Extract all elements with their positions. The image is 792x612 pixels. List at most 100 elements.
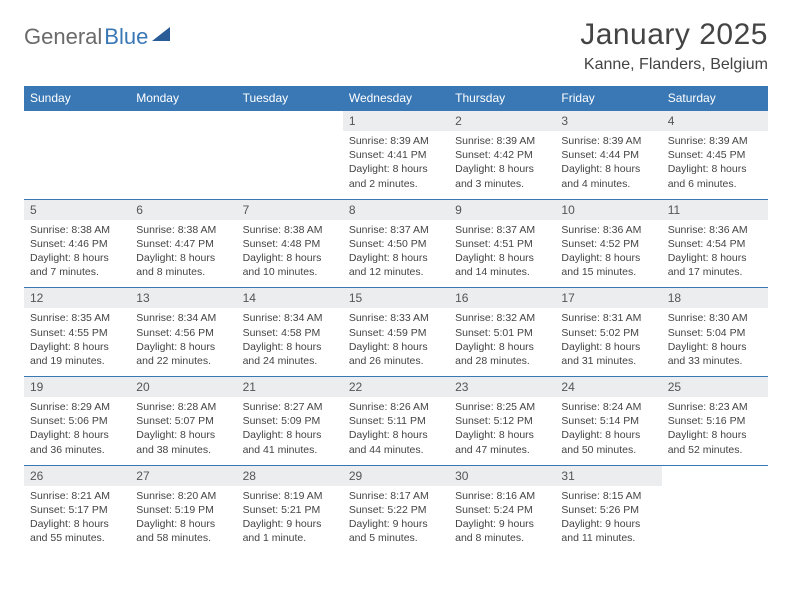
calendar-cell: 14Sunrise: 8:34 AMSunset: 4:58 PMDayligh… xyxy=(237,288,343,377)
daylight-text: Daylight: 8 hours and 15 minutes. xyxy=(561,251,655,279)
calendar-cell: 2Sunrise: 8:39 AMSunset: 4:42 PMDaylight… xyxy=(449,111,555,200)
day-detail: Sunrise: 8:37 AMSunset: 4:50 PMDaylight:… xyxy=(343,220,449,288)
sunset-text: Sunset: 5:09 PM xyxy=(243,414,337,428)
day-detail: Sunrise: 8:38 AMSunset: 4:46 PMDaylight:… xyxy=(24,220,130,288)
calendar-cell: 26Sunrise: 8:21 AMSunset: 5:17 PMDayligh… xyxy=(24,465,130,553)
day-header-sat: Saturday xyxy=(662,86,768,111)
daylight-text: Daylight: 8 hours and 28 minutes. xyxy=(455,340,549,368)
sunset-text: Sunset: 5:06 PM xyxy=(30,414,124,428)
day-detail: Sunrise: 8:33 AMSunset: 4:59 PMDaylight:… xyxy=(343,308,449,376)
calendar-body: 1Sunrise: 8:39 AMSunset: 4:41 PMDaylight… xyxy=(24,111,768,554)
day-detail: Sunrise: 8:34 AMSunset: 4:56 PMDaylight:… xyxy=(130,308,236,376)
sunset-text: Sunset: 4:54 PM xyxy=(668,237,762,251)
daylight-text: Daylight: 8 hours and 22 minutes. xyxy=(136,340,230,368)
calendar-cell: 21Sunrise: 8:27 AMSunset: 5:09 PMDayligh… xyxy=(237,377,343,466)
day-detail xyxy=(130,129,236,191)
sunrise-text: Sunrise: 8:19 AM xyxy=(243,489,337,503)
sunset-text: Sunset: 4:45 PM xyxy=(668,148,762,162)
calendar-row: 26Sunrise: 8:21 AMSunset: 5:17 PMDayligh… xyxy=(24,465,768,553)
day-number: 15 xyxy=(343,288,449,308)
calendar-cell: 22Sunrise: 8:26 AMSunset: 5:11 PMDayligh… xyxy=(343,377,449,466)
sunset-text: Sunset: 4:55 PM xyxy=(30,326,124,340)
calendar-cell xyxy=(237,111,343,200)
daylight-text: Daylight: 8 hours and 33 minutes. xyxy=(668,340,762,368)
logo: GeneralBlue xyxy=(24,18,170,50)
day-number xyxy=(237,111,343,129)
day-header-fri: Friday xyxy=(555,86,661,111)
day-detail: Sunrise: 8:32 AMSunset: 5:01 PMDaylight:… xyxy=(449,308,555,376)
sunset-text: Sunset: 4:51 PM xyxy=(455,237,549,251)
sunrise-text: Sunrise: 8:30 AM xyxy=(668,311,762,325)
day-detail: Sunrise: 8:19 AMSunset: 5:21 PMDaylight:… xyxy=(237,486,343,554)
sunrise-text: Sunrise: 8:33 AM xyxy=(349,311,443,325)
sunrise-text: Sunrise: 8:39 AM xyxy=(349,134,443,148)
day-number: 27 xyxy=(130,466,236,486)
calendar-cell: 16Sunrise: 8:32 AMSunset: 5:01 PMDayligh… xyxy=(449,288,555,377)
calendar-cell: 9Sunrise: 8:37 AMSunset: 4:51 PMDaylight… xyxy=(449,199,555,288)
sunset-text: Sunset: 5:24 PM xyxy=(455,503,549,517)
calendar-cell: 20Sunrise: 8:28 AMSunset: 5:07 PMDayligh… xyxy=(130,377,236,466)
day-detail: Sunrise: 8:20 AMSunset: 5:19 PMDaylight:… xyxy=(130,486,236,554)
sunrise-text: Sunrise: 8:28 AM xyxy=(136,400,230,414)
sunset-text: Sunset: 4:50 PM xyxy=(349,237,443,251)
day-detail: Sunrise: 8:36 AMSunset: 4:54 PMDaylight:… xyxy=(662,220,768,288)
title-block: January 2025 Kanne, Flanders, Belgium xyxy=(580,18,768,74)
calendar-cell: 31Sunrise: 8:15 AMSunset: 5:26 PMDayligh… xyxy=(555,465,661,553)
day-number: 25 xyxy=(662,377,768,397)
day-number: 2 xyxy=(449,111,555,131)
sunrise-text: Sunrise: 8:36 AM xyxy=(561,223,655,237)
daylight-text: Daylight: 8 hours and 8 minutes. xyxy=(136,251,230,279)
calendar-cell: 1Sunrise: 8:39 AMSunset: 4:41 PMDaylight… xyxy=(343,111,449,200)
day-number: 21 xyxy=(237,377,343,397)
daylight-text: Daylight: 8 hours and 52 minutes. xyxy=(668,428,762,456)
day-detail: Sunrise: 8:29 AMSunset: 5:06 PMDaylight:… xyxy=(24,397,130,465)
calendar-row: 19Sunrise: 8:29 AMSunset: 5:06 PMDayligh… xyxy=(24,377,768,466)
sunset-text: Sunset: 5:16 PM xyxy=(668,414,762,428)
daylight-text: Daylight: 8 hours and 10 minutes. xyxy=(243,251,337,279)
day-header-sun: Sunday xyxy=(24,86,130,111)
day-detail: Sunrise: 8:16 AMSunset: 5:24 PMDaylight:… xyxy=(449,486,555,554)
calendar-cell xyxy=(130,111,236,200)
sunrise-text: Sunrise: 8:21 AM xyxy=(30,489,124,503)
daylight-text: Daylight: 8 hours and 50 minutes. xyxy=(561,428,655,456)
day-header-tue: Tuesday xyxy=(237,86,343,111)
daylight-text: Daylight: 8 hours and 55 minutes. xyxy=(30,517,124,545)
day-number: 18 xyxy=(662,288,768,308)
daylight-text: Daylight: 8 hours and 4 minutes. xyxy=(561,162,655,190)
day-number: 17 xyxy=(555,288,661,308)
day-header-mon: Monday xyxy=(130,86,236,111)
sunset-text: Sunset: 5:01 PM xyxy=(455,326,549,340)
day-detail: Sunrise: 8:36 AMSunset: 4:52 PMDaylight:… xyxy=(555,220,661,288)
calendar-cell: 30Sunrise: 8:16 AMSunset: 5:24 PMDayligh… xyxy=(449,465,555,553)
calendar-cell: 15Sunrise: 8:33 AMSunset: 4:59 PMDayligh… xyxy=(343,288,449,377)
sunrise-text: Sunrise: 8:39 AM xyxy=(561,134,655,148)
sunrise-text: Sunrise: 8:20 AM xyxy=(136,489,230,503)
daylight-text: Daylight: 9 hours and 1 minute. xyxy=(243,517,337,545)
calendar-cell: 23Sunrise: 8:25 AMSunset: 5:12 PMDayligh… xyxy=(449,377,555,466)
daylight-text: Daylight: 8 hours and 36 minutes. xyxy=(30,428,124,456)
calendar-cell: 8Sunrise: 8:37 AMSunset: 4:50 PMDaylight… xyxy=(343,199,449,288)
daylight-text: Daylight: 8 hours and 7 minutes. xyxy=(30,251,124,279)
calendar-table: Sunday Monday Tuesday Wednesday Thursday… xyxy=(24,86,768,553)
calendar-header-row: Sunday Monday Tuesday Wednesday Thursday… xyxy=(24,86,768,111)
calendar-cell: 13Sunrise: 8:34 AMSunset: 4:56 PMDayligh… xyxy=(130,288,236,377)
day-number: 8 xyxy=(343,200,449,220)
sunset-text: Sunset: 4:44 PM xyxy=(561,148,655,162)
daylight-text: Daylight: 8 hours and 41 minutes. xyxy=(243,428,337,456)
day-number: 19 xyxy=(24,377,130,397)
day-number: 14 xyxy=(237,288,343,308)
sunset-text: Sunset: 5:17 PM xyxy=(30,503,124,517)
day-detail: Sunrise: 8:34 AMSunset: 4:58 PMDaylight:… xyxy=(237,308,343,376)
day-detail: Sunrise: 8:26 AMSunset: 5:11 PMDaylight:… xyxy=(343,397,449,465)
sunset-text: Sunset: 4:58 PM xyxy=(243,326,337,340)
daylight-text: Daylight: 8 hours and 17 minutes. xyxy=(668,251,762,279)
calendar-cell: 25Sunrise: 8:23 AMSunset: 5:16 PMDayligh… xyxy=(662,377,768,466)
day-detail: Sunrise: 8:27 AMSunset: 5:09 PMDaylight:… xyxy=(237,397,343,465)
day-detail: Sunrise: 8:39 AMSunset: 4:41 PMDaylight:… xyxy=(343,131,449,199)
sunrise-text: Sunrise: 8:26 AM xyxy=(349,400,443,414)
sunrise-text: Sunrise: 8:39 AM xyxy=(668,134,762,148)
sunset-text: Sunset: 4:52 PM xyxy=(561,237,655,251)
calendar-cell: 6Sunrise: 8:38 AMSunset: 4:47 PMDaylight… xyxy=(130,199,236,288)
calendar-cell: 17Sunrise: 8:31 AMSunset: 5:02 PMDayligh… xyxy=(555,288,661,377)
sunset-text: Sunset: 5:14 PM xyxy=(561,414,655,428)
